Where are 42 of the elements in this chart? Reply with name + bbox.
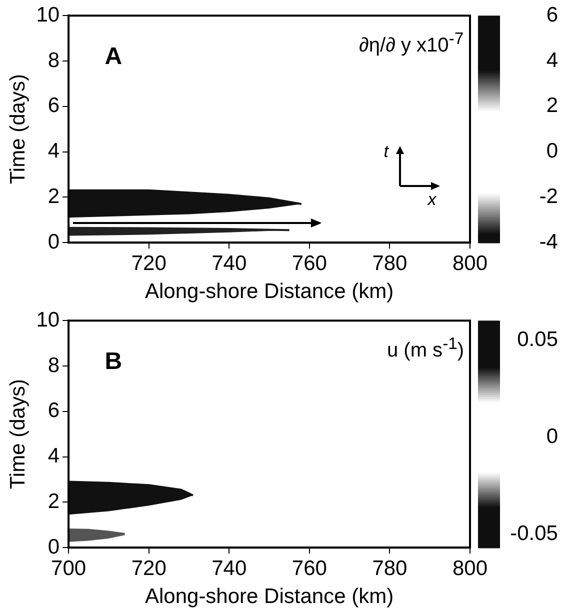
annotation: t bbox=[384, 142, 388, 162]
y2-tick-label: 0 bbox=[546, 140, 558, 163]
y-axis-title: Time (days) bbox=[6, 379, 30, 490]
y2-tick-label: -2 bbox=[539, 184, 558, 208]
x-tick-label: 700 bbox=[51, 556, 86, 580]
x-tick-label: 760 bbox=[292, 252, 327, 275]
y-tick-label: 2 bbox=[48, 184, 60, 208]
y-tick-label: 0 bbox=[48, 230, 60, 254]
y-tick-label: 2 bbox=[48, 490, 60, 513]
x-tick-label: 720 bbox=[131, 556, 166, 580]
y-tick-label: 10 bbox=[36, 3, 60, 26]
y-tick-label: 0 bbox=[48, 535, 60, 558]
y2-tick-label: 6 bbox=[546, 3, 558, 26]
annotation: u (m s$^{-1}$) bbox=[387, 334, 464, 363]
y-tick-label: 8 bbox=[48, 354, 60, 377]
y2-tick-label: 0.05 bbox=[517, 328, 558, 351]
x-tick-label: 740 bbox=[212, 252, 247, 275]
y-axis-title: Time (days) bbox=[6, 74, 30, 184]
y2-tick-label: -4 bbox=[539, 230, 558, 254]
annotation: x bbox=[428, 190, 436, 210]
x-tick-label: 720 bbox=[131, 252, 166, 275]
x-tick-label: 800 bbox=[452, 252, 488, 275]
annotation: ∂η/∂ y x10$^{-7}$ bbox=[359, 29, 464, 58]
y2-tick-label: 4 bbox=[546, 48, 558, 72]
y-tick-label: 6 bbox=[48, 94, 60, 118]
x-tick-label: 780 bbox=[372, 252, 408, 275]
y-tick-label: 4 bbox=[48, 140, 60, 163]
y-tick-label: 6 bbox=[48, 399, 60, 422]
y-tick-label: 4 bbox=[48, 444, 60, 468]
y2-tick-label: 2 bbox=[546, 94, 558, 118]
x-tick-label: 760 bbox=[292, 556, 327, 580]
y2-tick-label: -0.05 bbox=[510, 522, 558, 545]
y2-tick-label: 0 bbox=[546, 424, 558, 448]
annotation: A bbox=[104, 42, 122, 71]
x-axis-title: Along-shore Distance (km) bbox=[144, 585, 394, 608]
y-tick-label: 8 bbox=[48, 48, 60, 72]
x-tick-label: 740 bbox=[212, 556, 247, 580]
y-tick-label: 10 bbox=[36, 308, 60, 332]
x-tick-label: 780 bbox=[372, 556, 408, 580]
x-tick-label: 800 bbox=[452, 556, 488, 580]
annotation: B bbox=[104, 348, 122, 376]
x-axis-title: Along-shore Distance (km) bbox=[144, 280, 394, 304]
